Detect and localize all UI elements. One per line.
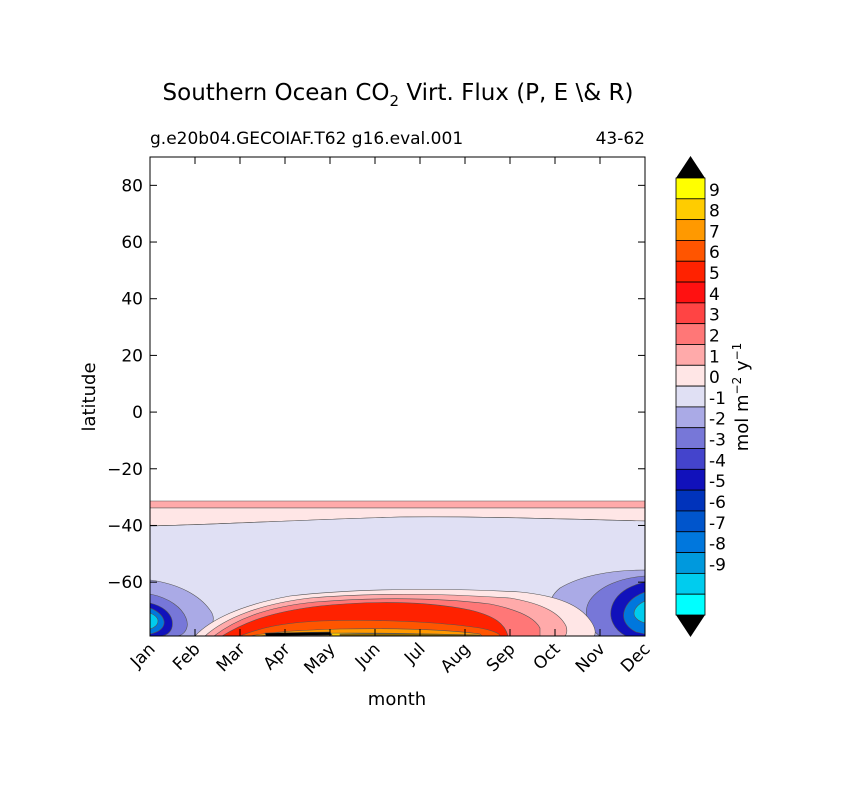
colorbar-label-main: mol m <box>732 394 753 451</box>
y-tick-label: 80 <box>121 176 143 196</box>
colorbar-segment <box>675 531 706 553</box>
colorbar-tick-label: -9 <box>709 555 726 575</box>
contour-band-2 <box>150 500 645 509</box>
colorbar-label-sup1: −2 <box>730 377 744 395</box>
colorbar-tick-label: -2 <box>709 410 726 430</box>
y-tick-label: −40 <box>107 516 143 536</box>
y-tick-label: 20 <box>121 346 143 366</box>
colorbar-segment <box>675 302 706 325</box>
colorbar-segment <box>675 427 706 449</box>
colorbar-tick-label: 5 <box>709 264 720 284</box>
colorbar-segment <box>675 240 706 262</box>
colorbar-segment <box>675 572 706 595</box>
colorbar-tick-label: 7 <box>709 222 720 242</box>
title-rest: Virt. Flux (P, E \& R) <box>399 80 633 106</box>
x-tick-label: Dec <box>617 639 654 676</box>
colorbar-segment <box>675 552 706 574</box>
colorbar-tick-label: -4 <box>709 451 726 471</box>
colorbar-segment <box>675 323 706 345</box>
colorbar-segment <box>675 198 706 221</box>
colorbar-segment <box>675 448 706 470</box>
colorbar-tick-label: -8 <box>709 535 726 555</box>
x-tick-label: Apr <box>260 639 295 674</box>
colorbar-label-mid: y <box>732 360 753 377</box>
contour-band-neg9-right <box>633 600 645 624</box>
colorbar-segment <box>675 260 706 283</box>
colorbar-segment <box>675 593 706 616</box>
colorbar-segment <box>675 177 706 200</box>
subtitle-right: 43-62 <box>596 129 645 149</box>
colorbar-segment <box>675 219 706 241</box>
x-tick-label: Mar <box>213 639 250 676</box>
colorbar-tick-label: 8 <box>709 202 720 222</box>
colorbar-tick-label: 0 <box>709 368 720 388</box>
y-tick-label: 40 <box>121 290 143 310</box>
y-tick-label: 60 <box>121 233 143 253</box>
x-tick-label: Jun <box>351 639 385 673</box>
colorbar-segment <box>675 489 706 512</box>
subtitle-left: g.e20b04.GECOIAF.T62 g16.eval.001 <box>150 129 463 149</box>
contour-field <box>150 500 645 636</box>
colorbar-tick-label: 9 <box>709 181 720 201</box>
colorbar-tick-label: -3 <box>709 431 726 451</box>
colorbar-segment <box>675 385 706 408</box>
x-tick-label: Jul <box>400 639 429 668</box>
colorbar-segment <box>675 344 706 366</box>
colorbar-tick-label: 6 <box>709 243 720 263</box>
colorbar-tick-label: -6 <box>709 493 726 513</box>
x-tick-label: Nov <box>572 639 610 677</box>
contour-band-neg9-left <box>150 612 159 630</box>
x-tick-label: Aug <box>437 639 475 677</box>
colorbar-tick-label: 2 <box>709 326 720 346</box>
colorbar-segment <box>675 468 706 491</box>
colorbar-tick-label: -1 <box>709 389 726 409</box>
colorbar-segment <box>675 281 706 304</box>
y-axis: 80 60 40 20 0 −20 −40 −60 <box>107 176 645 593</box>
colorbar-segment <box>675 364 706 387</box>
colorbar-tick-label: -7 <box>709 514 726 534</box>
colorbar-extend-top <box>676 156 705 178</box>
y-tick-label: 0 <box>132 403 143 423</box>
title-subscript: 2 <box>390 92 400 110</box>
x-tick-label: Jan <box>126 639 159 672</box>
y-tick-label: −60 <box>107 573 143 593</box>
colorbar-tick-label: -5 <box>709 472 726 492</box>
colorbar-extend-bottom <box>676 615 705 637</box>
title-main: Southern Ocean CO <box>163 80 390 106</box>
colorbar-segment <box>675 406 706 429</box>
x-axis-label: month <box>368 689 426 710</box>
colorbar-segment <box>675 510 706 533</box>
x-tick-label: Sep <box>483 639 520 676</box>
y-tick-label: −20 <box>107 460 143 480</box>
x-tick-label: May <box>301 639 340 678</box>
x-tick-label: Oct <box>530 639 565 674</box>
x-tick-label: Feb <box>169 639 204 674</box>
chart-title: Southern Ocean CO2 Virt. Flux (P, E \& R… <box>163 80 634 110</box>
colorbar-tick-label: 1 <box>709 347 720 367</box>
plot-frame <box>149 156 646 637</box>
colorbar-label-sup2: −1 <box>730 343 744 361</box>
colorbar-tick-label: 4 <box>709 285 720 305</box>
colorbar-label: mol m−2 y−1 <box>730 343 753 452</box>
y-axis-label: latitude <box>79 362 100 431</box>
colorbar-tick-label: 3 <box>709 306 720 326</box>
contour-band-pos9 <box>264 631 333 636</box>
